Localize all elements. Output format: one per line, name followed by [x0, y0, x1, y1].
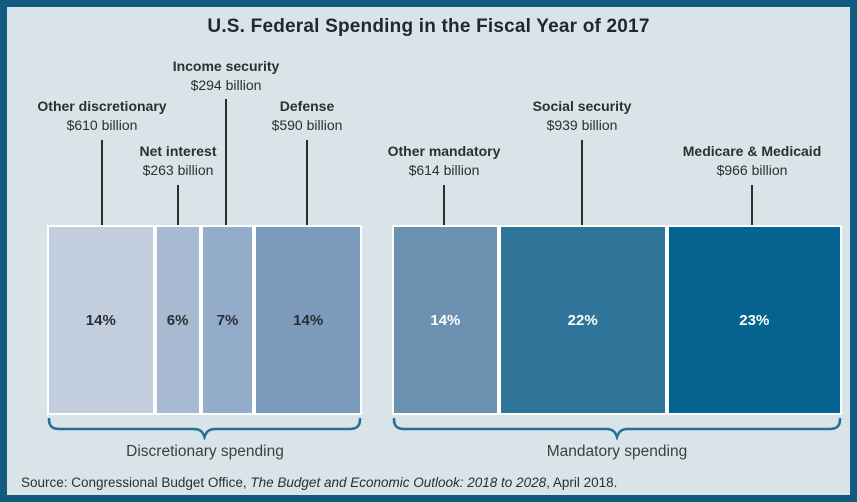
- source-publication-title: The Budget and Economic Outlook: 2018 to…: [250, 475, 547, 490]
- callout-defense: Defense $590 billion: [272, 97, 343, 135]
- bar-segment-income-security: 7%: [200, 225, 255, 415]
- leader-line-net-interest: [177, 185, 179, 225]
- brace-discretionary: [47, 418, 362, 440]
- callout-label: Social security: [532, 98, 632, 114]
- segment-percent-label: 23%: [739, 311, 770, 329]
- segment-percent-label: 6%: [166, 311, 189, 329]
- leader-line-medicare-medicaid: [751, 185, 753, 225]
- bar-segment-defense: 14%: [254, 225, 362, 415]
- callout-income-security: Income security $294 billion: [173, 57, 280, 95]
- group-label-mandatory: Mandatory spending: [546, 443, 688, 460]
- callout-amount: $614 billion: [408, 162, 480, 178]
- bar-segment-medicare-medicaid: 23%: [666, 225, 842, 415]
- leader-line-income-security: [225, 99, 227, 225]
- bar-segment-social-security: 22%: [498, 225, 667, 415]
- segment-percent-label: 7%: [216, 311, 239, 329]
- callout-amount: $966 billion: [716, 162, 788, 178]
- leader-line-other-discretionary: [101, 140, 103, 225]
- segment-percent-label: 22%: [567, 311, 598, 329]
- callout-label: Other discretionary: [37, 98, 167, 114]
- segment-percent-label: 14%: [293, 311, 324, 329]
- segment-percent-label: 14%: [430, 311, 461, 329]
- callout-other-discretionary: Other discretionary $610 billion: [37, 97, 166, 135]
- segment-percent-label: 14%: [85, 311, 116, 329]
- callout-label: Defense: [279, 98, 335, 114]
- source-suffix: , April 2018.: [546, 475, 618, 490]
- callout-amount: $610 billion: [66, 117, 138, 133]
- callout-label: Medicare & Medicaid: [682, 143, 822, 159]
- callout-amount: $590 billion: [271, 117, 343, 133]
- callout-net-interest: Net interest $263 billion: [139, 142, 216, 180]
- bar-group-mandatory: 14% 22% 23%: [392, 225, 842, 415]
- brace-mandatory: [392, 418, 842, 440]
- bar-group-discretionary: 14% 6% 7% 14%: [47, 225, 362, 415]
- group-label-discretionary: Discretionary spending: [126, 443, 284, 460]
- bar-segment-other-discretionary: 14%: [47, 225, 155, 415]
- callout-social-security: Social security $939 billion: [533, 97, 632, 135]
- callout-label: Net interest: [139, 143, 217, 159]
- bar-segment-other-mandatory: 14%: [392, 225, 499, 415]
- bar-segment-net-interest: 6%: [154, 225, 201, 415]
- callout-other-mandatory: Other mandatory $614 billion: [388, 142, 501, 180]
- chart-title: U.S. Federal Spending in the Fiscal Year…: [207, 16, 650, 37]
- callout-amount: $294 billion: [190, 77, 262, 93]
- source-citation: Source: Congressional Budget Office, The…: [21, 475, 617, 490]
- leader-line-other-mandatory: [443, 185, 445, 225]
- callout-amount: $939 billion: [546, 117, 618, 133]
- callout-medicare-medicaid: Medicare & Medicaid $966 billion: [683, 142, 822, 180]
- callout-amount: $263 billion: [142, 162, 214, 178]
- callout-label: Income security: [172, 58, 280, 74]
- leader-line-social-security: [581, 140, 583, 225]
- callout-label: Other mandatory: [387, 143, 501, 159]
- leader-line-defense: [306, 140, 308, 225]
- source-prefix: Source: Congressional Budget Office,: [21, 475, 251, 490]
